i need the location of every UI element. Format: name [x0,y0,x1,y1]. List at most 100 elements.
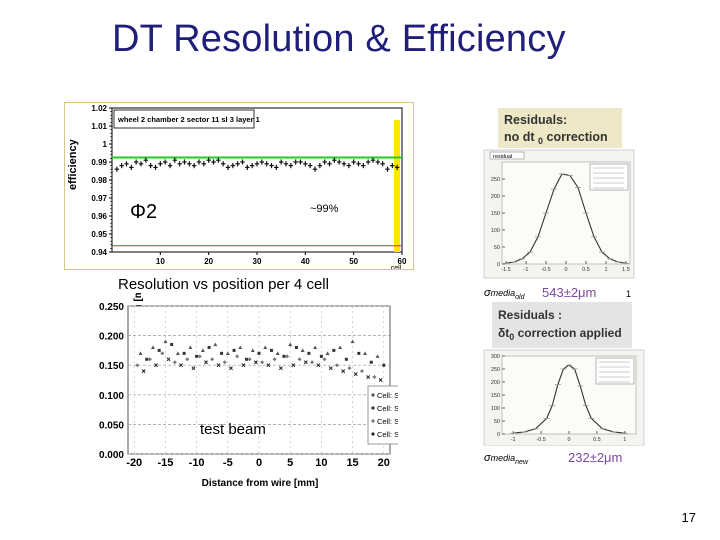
efficiency-annotation-99: ~99% [310,203,339,215]
resolution-point [145,357,149,361]
resolution-point [319,354,323,358]
residuals-top-title-1: Residuals: [504,113,567,127]
resolution-xlabel: Distance from wire [mm] [202,478,319,489]
residuals-no-dt0-xtick-label: 1 [604,267,607,273]
sigma-new-bg [480,446,652,470]
residuals-dt0-xtick-label: -0.5 [536,437,545,443]
resolution-point [288,342,293,347]
resolution-point [247,357,252,362]
resolution-caption: Resolution vs position per 4 cell [116,276,331,293]
resolution-point [285,354,290,359]
resolution-point [372,375,377,380]
resolution-point [350,339,355,344]
efficiency-xtick-label: 50 [349,257,358,266]
efficiency-chart: efficiency wheel 2 chamber 2 sector 11 s… [64,102,414,272]
residuals-top-title-2: no dt 0 correction [504,130,608,146]
resolution-point [369,360,373,364]
resolution-point [235,354,240,359]
residuals-no-dt0-xtick-label: -1 [524,267,529,273]
residuals-dt0-ytick-label: 250 [491,367,500,373]
resolution-xtick-label: 0 [256,457,262,469]
resolution-point [200,348,205,352]
resolution-point [220,351,224,355]
residuals-no-dt0-xtick-label: 0.5 [582,267,590,273]
resolution-point [160,351,165,356]
resolution-point [147,357,152,362]
residuals-no-dt0-xtick-label: -1.5 [501,267,510,273]
efficiency-right-band [394,120,400,252]
resolution-point-x2 [166,357,171,362]
resolution-legend-marker [371,419,375,423]
resolution-point [210,357,215,362]
efficiency-ytick-label: 1.01 [91,122,107,131]
resolution-point [197,354,202,359]
efficiency-ytick-label: 0.94 [91,248,107,257]
efficiency-chart-svg: efficiency wheel 2 chamber 2 sector 11 s… [64,102,414,272]
resolution-xtick-label: -10 [189,457,205,469]
efficiency-xtick-label: 20 [204,257,213,266]
resolution-point-x2 [291,363,296,368]
resolution-legend-label: Cell: SA2 [377,404,398,413]
efficiency-title: wheel 2 chamber 2 sector 11 sl 3 layer 1 [117,115,260,124]
resolution-point [238,345,243,350]
resolution-point [157,348,161,352]
residuals-dt0-xtick-label: -1 [511,437,516,443]
page-number: 17 [681,510,696,525]
resolution-point [310,360,315,365]
residuals-no-dt0-ytick-label: 250 [491,177,500,183]
resolution-ytick-label: 0.050 [99,420,124,431]
efficiency-ytick-label: 0.98 [91,176,107,185]
residual-tab [489,151,525,160]
residuals-dt0-ytick-label: 150 [491,393,500,399]
resolution-point-x2 [216,363,221,368]
resolution-point-x2 [191,366,196,371]
efficiency-ytick-label: 0.96 [91,212,107,221]
resolution-point [322,357,327,362]
residuals-dt0-xtick-label: 1 [623,437,626,443]
resolution-point [188,345,193,350]
resolution-point-x2 [328,366,333,371]
resolution-xtick-label: 10 [315,457,327,469]
resolution-point [172,360,177,365]
resolution-point [357,351,361,355]
resolution-point [300,348,305,352]
efficiency-ytick-label: 0.97 [91,194,107,203]
residuals-dt0-ytick-label: 100 [491,406,500,412]
residuals-panel: Residuals: no dt 0 correction 250 200 150 1… [480,104,652,470]
resolution-ytick-label: 0.200 [99,332,124,343]
sigma-old-value: 543±2μm [542,285,596,300]
efficiency-ytick-label: 0.95 [91,230,107,239]
resolution-xtick-label: 5 [287,457,293,469]
resolution-point [344,357,348,361]
resolution-point-x2 [154,363,159,368]
resolution-point-x2 [303,360,308,365]
efficiency-xtick-label: 60 [398,257,407,266]
resolution-point [135,363,140,368]
residuals-no-dt0-ytick-label: 200 [491,194,500,200]
resolution-xtick-label: 15 [346,457,358,469]
resolution-xtick-label: -15 [157,457,173,469]
resolution-point [195,354,199,358]
residuals-no-dt0-ytick-label: 0 [497,262,500,268]
resolution-point [307,351,311,355]
resolution-point-x2 [253,360,258,365]
resolution-chart-svg: Resolution [mm] Distance from wire [mm] … [99,277,413,489]
resolution-point [338,345,343,350]
resolution-point [347,366,352,371]
page-title: DT Resolution & Efficiency [112,18,566,60]
resolution-point-x2 [241,363,246,368]
resolution-point [272,357,277,362]
resolution-point [363,351,368,355]
efficiency-xtick-label: 10 [156,257,165,266]
resolution-point-x2 [266,363,271,368]
resolution-legend-marker [371,432,375,436]
resolution-point-x2 [204,360,208,365]
resolution-point-x2 [366,375,371,379]
resolution-point [313,345,318,350]
resolution-xtick-label: -20 [126,457,142,469]
efficiency-frame [111,107,403,253]
residuals-bottom-title-1: Residuals : [498,308,562,322]
resolution-legend-label: Cell: SA3 [377,417,398,426]
resolution-point [182,351,186,355]
sigma-old-suffix: 1 [626,289,631,299]
